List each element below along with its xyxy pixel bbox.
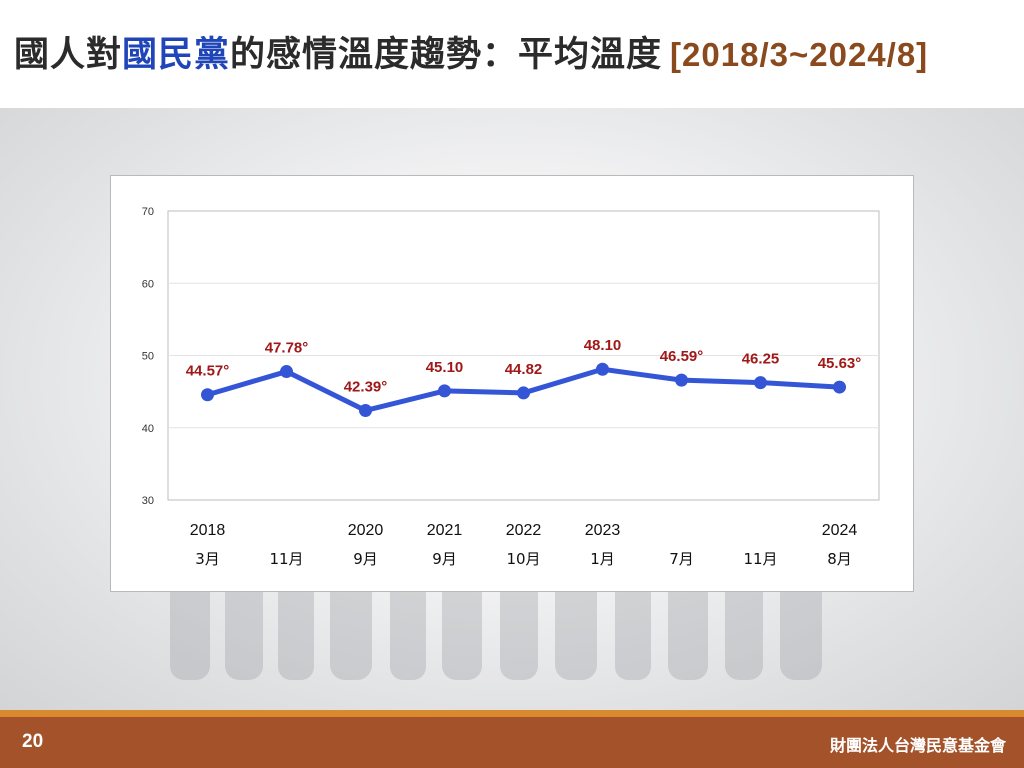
x-tick-month-label: 9月	[432, 550, 457, 568]
x-tick-month-label: 9月	[353, 550, 378, 568]
data-point	[201, 388, 214, 402]
x-tick-year-label: 2020	[348, 522, 384, 539]
data-label: 44.57°	[186, 363, 230, 380]
line-chart: 30 40 50 60 70 44.57° 2018 3月 47.78° 11月 42.39° 202…	[142, 206, 880, 568]
data-point	[833, 380, 846, 394]
x-tick-year-label: 2021	[427, 522, 463, 539]
chart-container: 30 40 50 60 70 44.57° 2018 3月 47.78° 11月 42.39° 202…	[110, 175, 914, 592]
title-part2: 的感情溫度趨勢：平均溫度	[230, 35, 663, 75]
x-tick-month-label: 8月	[827, 550, 852, 568]
organization-name: 財團法人台灣民意基金會	[829, 736, 1006, 755]
data-label: 45.63°	[818, 355, 862, 372]
y-tick-label: 70	[142, 206, 154, 218]
title-date-range: [2018/3~2024/8]	[670, 36, 929, 73]
data-label: 42.39°	[344, 378, 388, 395]
x-tick-year-label: 2024	[822, 522, 858, 539]
data-label: 48.10	[584, 337, 622, 354]
x-tick-month-label: 11月	[743, 550, 777, 568]
y-tick-label: 40	[142, 423, 154, 435]
page-title: 國人對國民黨的感情溫度趨勢：平均溫度 [2018/3~2024/8]	[14, 26, 928, 77]
data-label: 46.59°	[660, 348, 704, 365]
y-tick-label: 30	[142, 495, 154, 507]
data-label: 46.25	[742, 351, 780, 368]
x-tick-month-label: 10月	[506, 550, 540, 568]
x-tick-year-label: 2022	[506, 522, 542, 539]
footer: 20 財團法人台灣民意基金會	[0, 717, 1024, 768]
data-point	[438, 384, 451, 398]
footer-stripe	[0, 710, 1024, 717]
x-tick-month-label: 7月	[669, 550, 694, 568]
page-number: 20	[22, 731, 44, 752]
data-point	[596, 362, 609, 376]
data-point	[517, 386, 530, 400]
data-label: 44.82	[505, 361, 543, 378]
data-point	[754, 376, 767, 390]
title-part1: 國人對	[14, 35, 123, 75]
y-tick-label: 50	[142, 351, 154, 363]
data-label: 47.78°	[265, 340, 309, 357]
x-tick-month-label: 11月	[269, 550, 303, 568]
x-tick-year-label: 2018	[190, 522, 226, 539]
x-tick-year-label: 2023	[585, 522, 621, 539]
data-point	[280, 365, 293, 379]
x-tick-month-label: 3月	[195, 550, 220, 568]
y-tick-label: 60	[142, 278, 154, 290]
data-point	[675, 373, 688, 387]
data-label: 45.10	[426, 359, 464, 376]
title-bar: 國人對國民黨的感情溫度趨勢：平均溫度 [2018/3~2024/8]	[0, 0, 1024, 108]
title-highlight: 國民黨	[122, 35, 231, 75]
x-tick-month-label: 1月	[590, 550, 615, 568]
data-point	[359, 403, 372, 417]
